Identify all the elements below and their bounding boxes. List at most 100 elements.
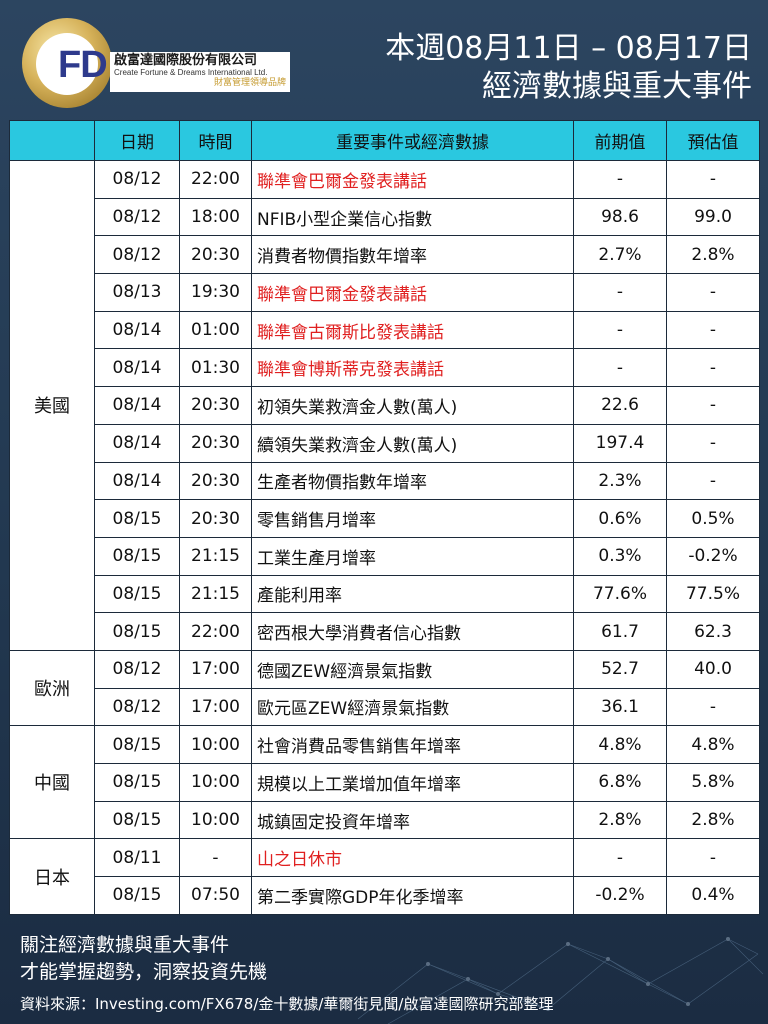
forecast-value-cell: - bbox=[666, 838, 760, 878]
company-name-en: Create Fortune & Dreams International Lt… bbox=[114, 68, 268, 77]
header-date: 日期 bbox=[94, 120, 180, 161]
footer-slogan: 關注經濟數據與重大事件 才能掌握趨勢，洞察投資先機 bbox=[20, 932, 267, 986]
event-cell: 聯準會巴爾金發表講話 bbox=[251, 160, 574, 199]
date-cell: 08/15 bbox=[94, 536, 180, 576]
table-row: 08/13 19:30 聯準會巴爾金發表講話 - - bbox=[10, 273, 760, 312]
region-cell: 美國 bbox=[9, 160, 95, 651]
time-cell: 21:15 bbox=[179, 536, 252, 576]
forecast-value-cell: 5.8% bbox=[666, 763, 760, 802]
table-row: 08/14 01:00 聯準會古爾斯比發表講話 - - bbox=[10, 310, 760, 350]
date-cell: 08/15 bbox=[94, 763, 180, 802]
date-cell: 08/14 bbox=[94, 423, 180, 463]
time-cell: 17:00 bbox=[179, 687, 252, 727]
region-cell: 中國 bbox=[9, 725, 95, 840]
company-tagline: 財富管理領導品牌 bbox=[213, 78, 286, 88]
table-row: 08/12 18:00 NFIB小型企業信心指數 98.6 99.0 bbox=[10, 197, 760, 237]
date-cell: 08/15 bbox=[94, 612, 180, 651]
events-table: 日期 時間 重要事件或經濟數據 前期值 預估值 美國 08/12 22:00 聯準會巴… bbox=[9, 120, 760, 915]
table-row: 美國 08/12 22:00 聯準會巴爾金發表講話 - - bbox=[9, 160, 760, 651]
event-cell: NFIB小型企業信心指數 bbox=[251, 197, 574, 237]
title-date-range: 本週08月11日 – 08月17日 bbox=[385, 31, 752, 66]
previous-value-cell: - bbox=[573, 160, 667, 199]
previous-value-cell: 0.6% bbox=[573, 499, 667, 538]
network-decoration bbox=[357, 937, 764, 1024]
time-cell: 18:00 bbox=[179, 197, 252, 237]
date-cell: 08/14 bbox=[94, 348, 180, 388]
previous-value-cell: 98.6 bbox=[573, 197, 667, 237]
event-cell: 城鎮固定投資年增率 bbox=[251, 800, 574, 840]
event-cell: 產能利用率 bbox=[251, 574, 574, 614]
forecast-value-cell: 40.0 bbox=[666, 649, 760, 689]
table-row: 中國 08/15 10:00 社會消費品零售銷售年增率 4.8% 4.8% bbox=[9, 725, 760, 840]
date-cell: 08/12 bbox=[94, 649, 180, 689]
date-cell: 08/12 bbox=[94, 687, 180, 727]
table-row: 08/14 20:30 續領失業救濟金人數(萬人) 197.4- bbox=[10, 423, 760, 463]
time-cell: 19:30 bbox=[179, 273, 252, 312]
forecast-value-cell: 77.5% bbox=[666, 574, 760, 614]
previous-value-cell: 197.4 bbox=[573, 423, 667, 463]
date-cell: 08/11 bbox=[94, 838, 180, 878]
event-cell: 規模以上工業增加值年增率 bbox=[251, 763, 574, 802]
date-cell: 08/13 bbox=[94, 273, 180, 312]
header-event: 重要事件或經濟數據 bbox=[251, 120, 574, 161]
previous-value-cell: 61.7 bbox=[573, 612, 667, 651]
event-cell: 零售銷售月增率 bbox=[251, 499, 574, 538]
previous-value-cell: 2.8% bbox=[573, 800, 667, 840]
time-cell: 10:00 bbox=[179, 800, 252, 840]
forecast-value-cell: - bbox=[666, 423, 760, 463]
time-cell: 20:30 bbox=[179, 423, 252, 463]
forecast-value-cell: 62.3 bbox=[666, 612, 760, 651]
event-cell: 社會消費品零售銷售年增率 bbox=[251, 725, 574, 764]
time-cell: 10:00 bbox=[179, 763, 252, 802]
date-cell: 08/12 bbox=[94, 197, 180, 237]
time-cell: 20:30 bbox=[179, 386, 252, 425]
table-row: 08/12 17:00 歐元區ZEW經濟景氣指數 36.1- bbox=[10, 687, 760, 727]
header-previous: 前期值 bbox=[573, 120, 667, 161]
company-name-cn: 啟富達國際股份有限公司 bbox=[114, 53, 258, 68]
previous-value-cell: 2.7% bbox=[573, 235, 667, 275]
table-row: 08/15 21:15 工業生產月增率 0.3% -0.2% bbox=[10, 536, 760, 576]
date-cell: 08/15 bbox=[94, 499, 180, 538]
previous-value-cell: 22.6 bbox=[573, 386, 667, 425]
forecast-value-cell: 99.0 bbox=[666, 197, 760, 237]
event-cell: 第二季實際GDP年化季增率 bbox=[251, 876, 574, 915]
forecast-value-cell: - bbox=[666, 310, 760, 350]
table-row: 08/15 07:50 第二季實際GDP年化季增率 -0.2% 0.4% bbox=[10, 876, 760, 915]
previous-value-cell: 4.8% bbox=[573, 725, 667, 764]
logo-inner bbox=[36, 33, 98, 95]
previous-value-cell: 36.1 bbox=[573, 687, 667, 727]
table-row: 08/15 10:00 城鎮固定投資年增率 2.8% 2.8% bbox=[10, 800, 760, 840]
event-cell: 消費者物價指數年增率 bbox=[251, 235, 574, 275]
time-cell: 10:00 bbox=[179, 725, 252, 764]
date-cell: 08/14 bbox=[94, 386, 180, 425]
table-body: 美國 08/12 22:00 聯準會巴爾金發表講話 - -08/12 18:00 NFIB小型… bbox=[9, 160, 760, 915]
header-forecast: 預估值 bbox=[666, 120, 760, 161]
previous-value-cell: 77.6% bbox=[573, 574, 667, 614]
forecast-value-cell: - bbox=[666, 687, 760, 727]
event-cell: 初領失業救濟金人數(萬人) bbox=[251, 386, 574, 425]
slogan-line-1: 關注經濟數據與重大事件 bbox=[20, 934, 230, 956]
previous-value-cell: - bbox=[573, 348, 667, 388]
previous-value-cell: 0.3% bbox=[573, 536, 667, 576]
date-cell: 08/12 bbox=[94, 235, 180, 275]
time-cell: 07:50 bbox=[179, 876, 252, 915]
previous-value-cell: - bbox=[573, 273, 667, 312]
title-subject: 經濟數據與重大事件 bbox=[482, 69, 752, 104]
logo-letters: FD bbox=[58, 44, 108, 86]
event-cell: 聯準會古爾斯比發表講話 bbox=[251, 310, 574, 350]
previous-value-cell: - bbox=[573, 310, 667, 350]
date-cell: 08/15 bbox=[94, 876, 180, 915]
previous-value-cell: 52.7 bbox=[573, 649, 667, 689]
table-row: 08/12 20:30 消費者物價指數年增率 2.7% 2.8% bbox=[10, 235, 760, 275]
source-note: 資料來源：Investing.com/FX678/金十數據/華爾街見聞/啟富達國… bbox=[20, 995, 554, 1013]
table-row: 08/14 01:30 聯準會博斯蒂克發表講話 - - bbox=[10, 348, 760, 388]
forecast-value-cell: 2.8% bbox=[666, 800, 760, 840]
time-cell: 17:00 bbox=[179, 649, 252, 689]
header-time: 時間 bbox=[179, 120, 252, 161]
table-row: 08/15 20:30 零售銷售月增率 0.6% 0.5% bbox=[10, 499, 760, 538]
table-header-row: 日期 時間 重要事件或經濟數據 前期值 預估值 bbox=[9, 120, 760, 161]
event-cell: 工業生產月增率 bbox=[251, 536, 574, 576]
time-cell: - bbox=[179, 838, 252, 878]
forecast-value-cell: - bbox=[666, 160, 760, 199]
previous-value-cell: 2.3% bbox=[573, 461, 667, 501]
